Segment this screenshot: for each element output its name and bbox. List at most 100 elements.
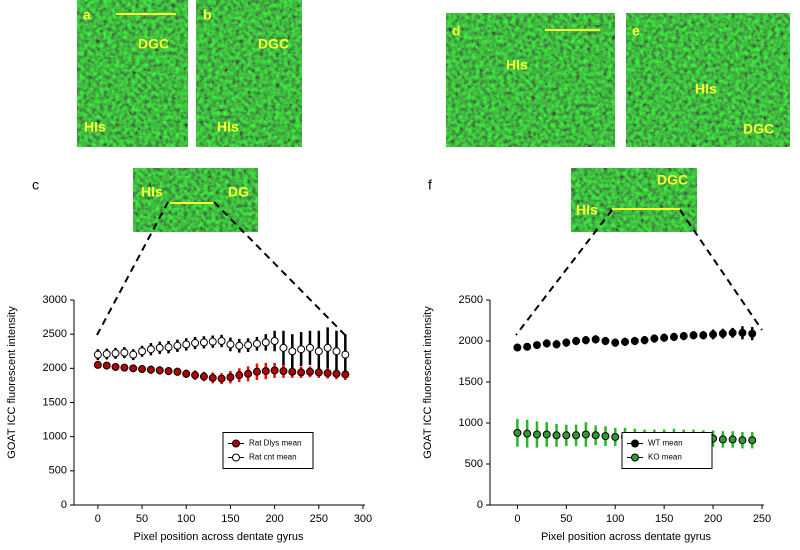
marker xyxy=(601,337,610,345)
legend-box xyxy=(222,432,314,469)
image-label: HIs xyxy=(506,57,528,73)
marker xyxy=(572,431,581,440)
legend-marker xyxy=(631,439,639,448)
marker xyxy=(562,338,571,347)
marker xyxy=(542,339,551,348)
marker xyxy=(93,360,102,369)
legend-label: WT mean xyxy=(648,439,683,448)
marker xyxy=(199,372,208,381)
image-label: DGC xyxy=(743,121,774,137)
marker xyxy=(314,368,323,377)
marker xyxy=(182,369,191,378)
marker xyxy=(728,328,737,337)
marker xyxy=(523,429,532,438)
marker xyxy=(270,366,279,375)
image-d xyxy=(446,13,615,147)
image-label: DGC xyxy=(138,36,169,52)
marker xyxy=(279,367,288,376)
marker xyxy=(718,435,727,444)
x-tick-label: 150 xyxy=(221,513,239,525)
marker xyxy=(173,367,182,376)
zoom-line xyxy=(213,201,346,336)
legend-label: KO mean xyxy=(648,453,682,462)
marker xyxy=(718,329,727,338)
marker xyxy=(542,430,551,439)
zoom-line xyxy=(96,201,169,336)
marker xyxy=(191,371,200,380)
panel-letter: a xyxy=(83,7,91,23)
zoom-line xyxy=(515,209,613,336)
marker xyxy=(173,341,182,350)
x-tick-label: 250 xyxy=(310,513,328,525)
marker xyxy=(102,349,111,358)
x-tick-label: 250 xyxy=(753,513,771,525)
marker xyxy=(601,432,610,441)
marker xyxy=(738,328,747,337)
y-tick-label: 0 xyxy=(477,499,483,511)
legend-marker xyxy=(232,439,240,448)
marker xyxy=(199,338,208,347)
marker xyxy=(513,343,522,352)
image-label: DG xyxy=(228,184,249,200)
image-label: HIs xyxy=(141,184,163,200)
marker xyxy=(182,340,191,349)
legend-label: Rat cnt mean xyxy=(249,453,297,462)
marker xyxy=(138,347,147,356)
marker xyxy=(630,337,639,345)
x-tick-label: 0 xyxy=(95,513,101,525)
marker xyxy=(341,370,350,379)
marker xyxy=(261,367,270,376)
marker xyxy=(532,341,541,350)
marker xyxy=(288,367,297,376)
x-tick-label: 200 xyxy=(704,513,722,525)
marker xyxy=(323,343,332,352)
marker xyxy=(217,374,226,383)
marker xyxy=(191,339,200,348)
panel-letter: d xyxy=(452,23,461,39)
y-tick-label: 0 xyxy=(61,499,67,511)
x-axis-title: Pixel position across dentate gyrus xyxy=(134,531,304,543)
marker xyxy=(297,368,306,377)
marker xyxy=(244,369,253,378)
marker xyxy=(699,331,708,340)
marker xyxy=(102,361,111,370)
x-tick-label: 0 xyxy=(514,513,520,525)
image-label: HIs xyxy=(695,81,717,97)
marker xyxy=(120,363,129,372)
zoom-lines xyxy=(96,201,763,336)
marker xyxy=(111,349,120,358)
image-label: HIs xyxy=(84,119,106,135)
marker xyxy=(129,364,138,373)
marker xyxy=(513,428,522,437)
marker xyxy=(235,341,244,350)
image-f-inset xyxy=(571,168,697,232)
marker xyxy=(120,348,129,357)
image-label: HIs xyxy=(217,119,239,135)
marker xyxy=(591,335,600,344)
image-label: DGC xyxy=(657,172,688,188)
y-tick-label: 2500 xyxy=(43,328,67,340)
y-tick-label: 2000 xyxy=(459,335,483,347)
marker xyxy=(323,369,332,378)
marker xyxy=(305,367,314,376)
x-tick-label: 150 xyxy=(655,513,673,525)
marker xyxy=(748,329,757,338)
marker xyxy=(270,337,279,345)
marker xyxy=(709,330,718,339)
image-b xyxy=(196,0,302,147)
marker xyxy=(581,430,590,439)
marker xyxy=(669,332,678,341)
marker xyxy=(129,350,138,359)
marker xyxy=(146,345,155,354)
marker xyxy=(297,345,306,354)
panel-letter: e xyxy=(632,23,640,39)
marker xyxy=(226,340,235,349)
marker xyxy=(261,338,270,347)
legend-marker xyxy=(631,453,639,462)
image-e xyxy=(626,13,790,147)
marker xyxy=(640,336,649,345)
marker xyxy=(332,347,341,356)
marker xyxy=(728,435,737,444)
marker xyxy=(748,436,757,445)
legend-box xyxy=(621,432,713,469)
